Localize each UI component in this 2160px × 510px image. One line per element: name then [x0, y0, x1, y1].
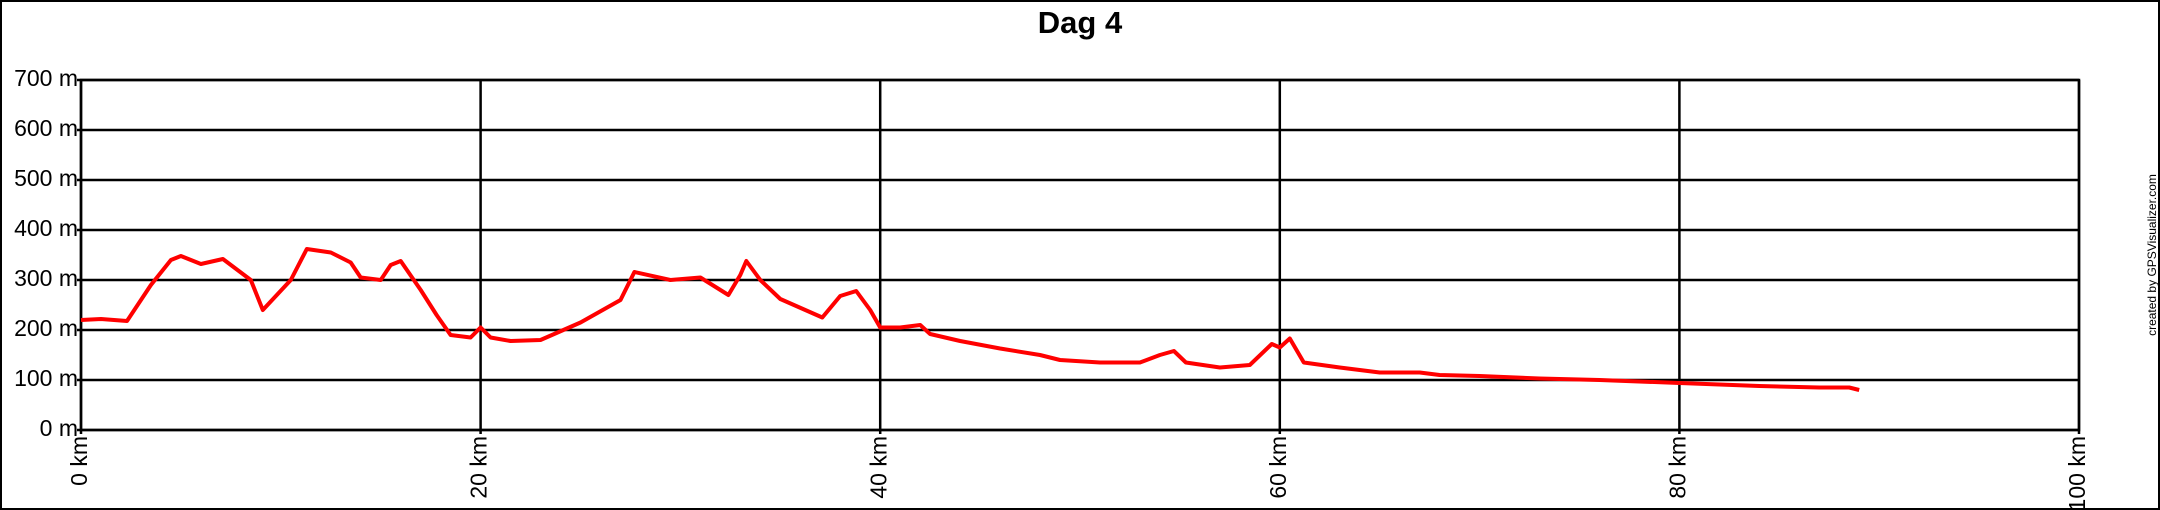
chart-title: Dag 4	[1038, 5, 1123, 40]
y-tick-label: 700 m	[14, 65, 78, 91]
plot-area	[79, 78, 2081, 432]
x-tick-label: 20 km	[466, 436, 492, 499]
y-tick-label: 500 m	[14, 165, 78, 191]
x-tick-label: 40 km	[865, 436, 891, 499]
y-tick-label: 300 m	[14, 265, 78, 291]
x-tick-label: 100 km	[2064, 436, 2090, 510]
x-tick-label: 80 km	[1664, 436, 1690, 499]
y-tick-label: 100 m	[14, 365, 78, 391]
credit: created by GPSVisualizer.com	[2145, 174, 2159, 336]
elevation-line	[80, 247, 1860, 392]
x-tick-label: 0 km	[66, 436, 92, 486]
y-tick-label: 400 m	[14, 215, 78, 241]
y-tick-label: 0 m	[40, 415, 78, 441]
y-tick-label: 600 m	[14, 115, 78, 141]
y-tick-label: 200 m	[14, 315, 78, 341]
x-tick-label: 60 km	[1265, 436, 1291, 499]
